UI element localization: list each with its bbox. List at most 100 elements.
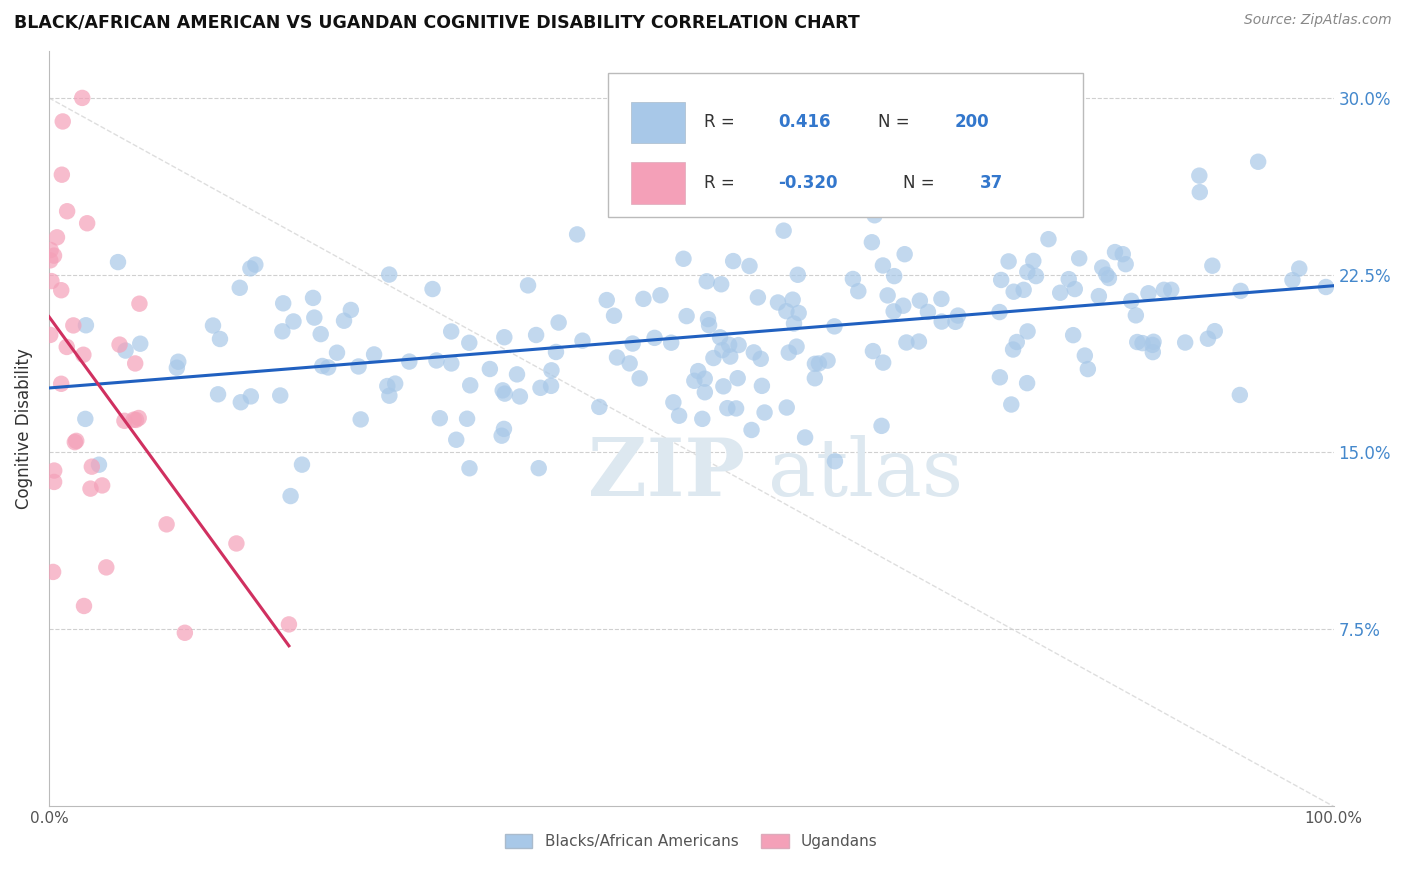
Legend: Blacks/African Americans, Ugandans: Blacks/African Americans, Ugandans [499,828,884,855]
Point [693,385,716,400]
Point [225,536,247,550]
Point [80,459,103,474]
Point [1125,309,1147,323]
Point [794,430,817,444]
Point [1098,271,1121,285]
Point [1057,272,1080,286]
Point [333,314,356,328]
Point [650,288,672,302]
Point [492,422,515,436]
Point [862,344,884,359]
Point [621,336,644,351]
Point [696,274,718,288]
Point [711,343,734,357]
Point [749,351,772,366]
Point [1288,261,1310,276]
Point [70,91,93,105]
Point [73,599,96,613]
Point [1074,349,1097,363]
Point [309,327,332,342]
Point [429,411,451,425]
Point [824,454,846,468]
Point [1197,332,1219,346]
Point [817,353,839,368]
Point [983,160,1005,174]
Point [494,330,516,344]
Point [804,371,827,385]
Point [378,268,401,282]
Point [91,478,114,492]
Point [529,381,551,395]
Point [229,281,252,295]
Point [208,332,231,346]
Point [896,335,918,350]
Point [1112,247,1135,261]
Point [425,353,447,368]
Point [727,338,749,352]
Point [494,386,516,401]
Point [378,389,401,403]
Point [1132,336,1154,351]
Point [787,306,810,320]
Point [51,376,73,391]
Point [128,411,150,425]
Point [628,371,651,385]
Point [114,414,136,428]
Point [713,379,735,393]
Point [807,356,830,370]
Point [772,224,794,238]
Point [1049,285,1071,300]
Point [72,348,94,362]
Point [39,327,62,342]
Point [291,458,314,472]
Point [509,389,531,403]
Point [823,319,845,334]
Point [783,317,806,331]
Point [283,314,305,328]
Point [863,208,886,222]
Point [872,356,894,370]
Point [41,274,63,288]
Point [731,200,754,214]
Point [107,255,129,269]
Point [326,345,349,359]
Point [710,277,733,292]
Point [340,302,363,317]
Point [846,284,869,298]
Point [742,345,765,359]
Point [42,565,65,579]
Point [201,318,224,333]
Point [440,325,463,339]
Point [155,517,177,532]
Point [304,310,326,325]
Point [718,338,741,352]
Point [603,309,626,323]
Point [280,489,302,503]
Point [908,334,931,349]
Point [271,324,294,338]
Point [1000,397,1022,411]
Point [672,252,695,266]
Point [891,299,914,313]
Point [1104,245,1126,260]
Point [1002,343,1025,357]
Point [1247,154,1270,169]
Point [1077,362,1099,376]
Point [79,482,101,496]
Point [1188,185,1211,199]
Point [571,334,593,348]
Point [1315,280,1337,294]
Point [917,305,939,319]
Point [754,405,776,419]
Point [458,461,481,475]
Point [75,412,97,426]
Point [721,254,744,268]
Text: N =: N = [877,113,910,131]
Point [1025,269,1047,284]
Text: atlas: atlas [768,435,963,513]
Point [644,331,666,345]
Point [1088,289,1111,303]
Point [207,387,229,401]
Point [75,318,97,333]
Point [422,282,444,296]
